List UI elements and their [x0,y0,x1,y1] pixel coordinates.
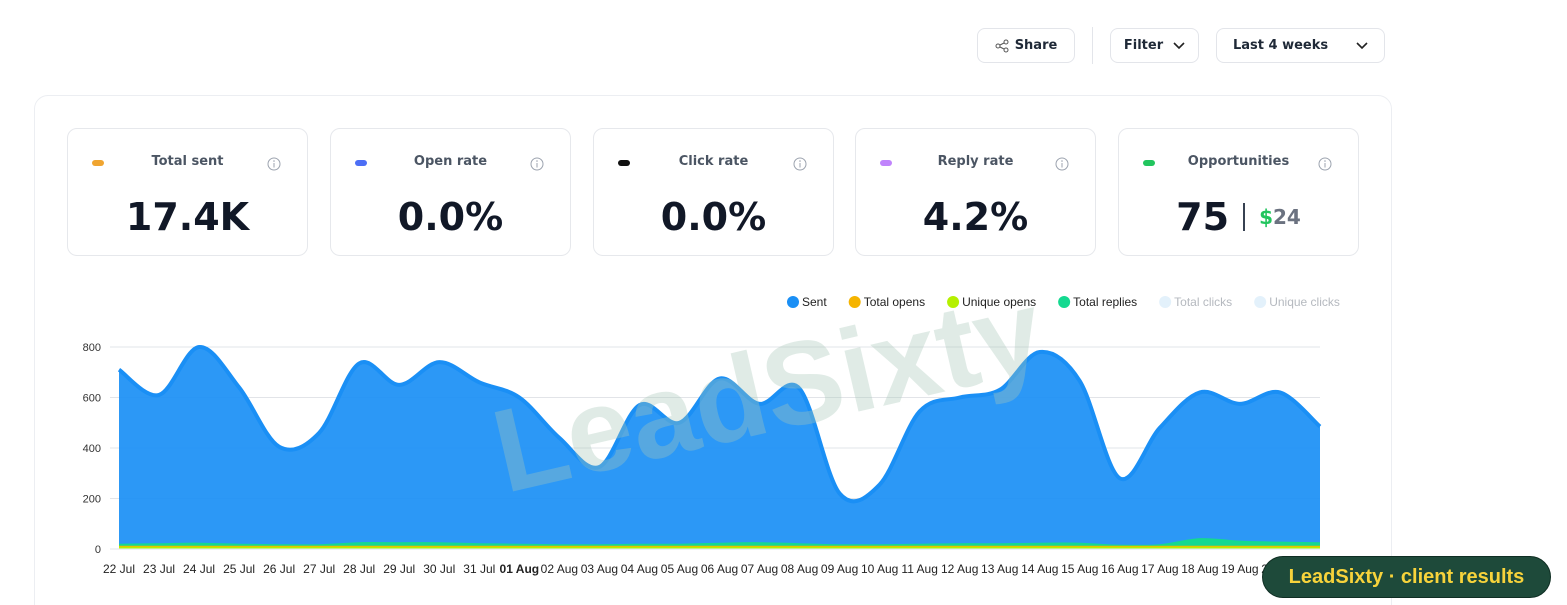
x-tick-label: 04 Aug [621,562,658,576]
chevron [1173,41,1185,49]
x-tick-label: 02 Aug [541,562,578,576]
stat-value: 4.2% [922,195,1029,239]
x-tick-label: 27 Jul [303,562,335,576]
stat-label: Reply rate [937,154,1014,169]
stat-dot [618,160,630,166]
chevron [1356,41,1368,49]
x-tick-label: 09 Aug [821,562,858,576]
badge: LeadSixty · client results [1262,556,1551,598]
legend-swatch [787,296,799,308]
y-tick-label: 800 [83,342,101,354]
x-tick-label: 03 Aug [581,562,618,576]
share-icon [995,39,1009,52]
y-tick-label: 200 [83,494,101,506]
info-icon [1055,156,1069,175]
x-tick-label: 14 Aug [1021,562,1058,576]
line [118,538,1321,547]
x-tick-label: 19 Aug [1221,562,1258,576]
x-tick-label: 30 Jul [423,562,455,576]
stat-label: Open rate [413,154,488,169]
x-tick-label: 25 Jul [223,562,255,576]
share-button[interactable]: Share [977,28,1075,63]
legend-label: Unique opens [962,295,1036,309]
x-tick-label: 18 Aug [1181,562,1218,576]
info-icon [267,156,281,175]
x-tick-label: 22 Jul [103,562,135,576]
stat-value: 17.4K [125,195,250,239]
stat-dot [1143,160,1155,166]
legend-label: Sent [802,295,827,309]
range-label: Last 4 weeks [1233,38,1329,53]
y-tick-label: 0 [95,544,101,556]
legend-swatch [1159,296,1172,308]
range-select[interactable]: Last 4 weeks [1216,28,1385,63]
x-tick-label: 06 Aug [701,562,738,576]
stat-value-row: 75 $24 [1119,195,1358,239]
info-icon [1318,156,1332,175]
x-tick-label: 13 Aug [981,562,1018,576]
stat-card: Total sent 17.4K [67,128,308,256]
stat-value: 0.0% [660,195,767,239]
share-label: Share [1014,38,1058,53]
info-icon [793,156,807,175]
legend-label: Total replies [1073,295,1137,309]
x-tick-label: 11 Aug [901,562,937,576]
line [117,345,1322,504]
legend-swatch [1058,296,1071,308]
legend-label: Total opens [864,295,925,309]
y-tick-label: 400 [83,443,101,455]
stat-value-row: 0.0% [331,195,570,239]
filter-button[interactable]: Filter [1110,28,1199,63]
stat-value-row: 17.4K [68,195,307,239]
stat-value: 0.0% [397,195,504,239]
filter-label: Filter [1123,38,1164,53]
info-icon [530,156,544,175]
legend-swatch [947,296,960,308]
x-tick-label: 28 Jul [343,562,375,576]
x-tick-label: 16 Aug [1101,562,1138,576]
x-tick-label: 17 Aug [1141,562,1178,576]
x-tick-label: 10 Aug [861,562,898,576]
stat-label: Total sent [151,154,224,169]
x-tick-label: 15 Aug [1061,562,1098,576]
stat-value-row: 0.0% [594,195,833,239]
y-tick-label: 600 [83,393,101,405]
x-tick-label: 08 Aug [781,562,818,576]
currency: $ [1259,205,1273,229]
separator [1243,203,1246,231]
x-tick-label: 23 Jul [143,562,175,576]
stat-value-row: 4.2% [856,195,1095,239]
x-tick-label: 29 Jul [383,562,415,576]
stat-card: Click rate 0.0% [593,128,834,256]
stat-dot [355,160,367,166]
amount: 24 [1272,205,1301,229]
legend-label: Total clicks [1174,295,1232,309]
panel [34,95,1392,605]
legend-swatch [848,296,861,308]
stat-dot [92,160,104,166]
x-tick-label: 07 Aug [741,562,778,576]
x-tick-label: 26 Jul [263,562,295,576]
legend-label: Unique clicks [1269,295,1340,309]
stat-label: Opportunities [1187,154,1290,169]
stat-card: Open rate 0.0% [330,128,571,256]
x-tick-label: 01 Aug [500,562,540,576]
area [119,346,1320,549]
x-tick-label: 31 Jul [463,562,495,576]
divider [1092,27,1093,64]
x-tick-label: 24 Jul [183,562,215,576]
stat-card: Reply rate 4.2% [855,128,1096,256]
legend-swatch [1254,296,1267,308]
x-tick-label: 12 Aug [941,562,978,576]
stat-card: Opportunities 75 $24 [1118,128,1359,256]
stat-label: Click rate [678,154,749,169]
stat-dot [880,160,892,166]
stat-value: 75 [1176,195,1230,239]
x-tick-label: 05 Aug [661,562,698,576]
